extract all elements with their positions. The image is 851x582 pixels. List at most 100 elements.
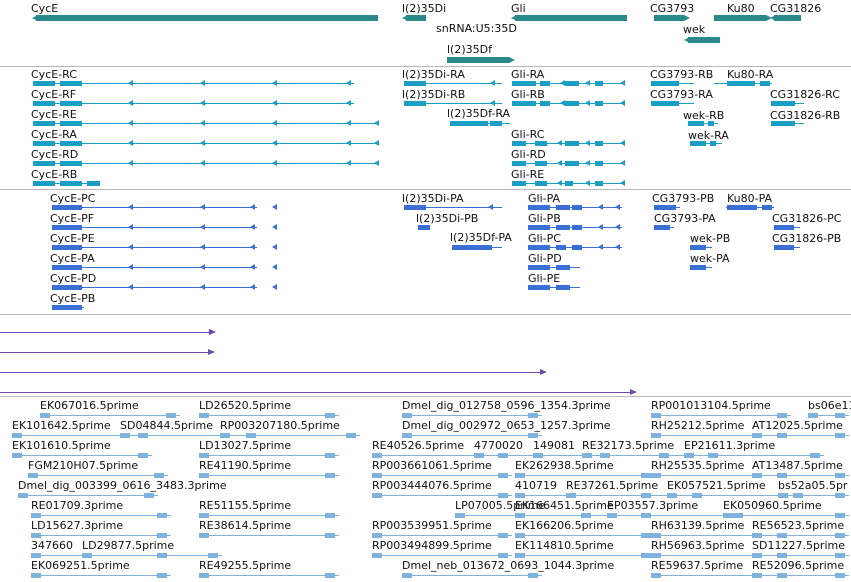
est-alignment-block[interactable] xyxy=(166,413,176,418)
protein-coding-block[interactable] xyxy=(52,265,82,270)
est-alignment-line[interactable] xyxy=(402,415,542,416)
est-alignment-block[interactable] xyxy=(684,453,694,458)
protein-label-l-2-35di-pa[interactable]: l(2)35Di-PA xyxy=(402,192,464,205)
est-alignment-block[interactable] xyxy=(157,513,167,518)
est-alignment-line[interactable] xyxy=(651,415,791,416)
est-alignment-line[interactable] xyxy=(28,475,168,476)
transcript-intron-line[interactable] xyxy=(36,143,378,144)
est-alignment-block[interactable] xyxy=(199,473,209,478)
protein-label-cyce-pc[interactable]: CycE-PC xyxy=(50,192,96,205)
est-label-4770020[interactable]: 4770020 xyxy=(474,439,523,452)
protein-label-gli-pe[interactable]: Gli-PE xyxy=(528,272,561,285)
transcript-label-gli-rc[interactable]: Gli-RC xyxy=(511,128,545,141)
est-label-ek262938-5prime[interactable]: EK262938.5prime xyxy=(515,459,614,472)
est-alignment-line[interactable] xyxy=(515,535,655,536)
est-alignment-block[interactable] xyxy=(40,413,50,418)
est-label-rp001013104-5prime[interactable]: RP001013104.5prime xyxy=(651,399,771,412)
transcript-label-wek-rb[interactable]: wek-RB xyxy=(683,109,725,122)
est-alignment-line[interactable] xyxy=(723,515,849,516)
est-alignment-line[interactable] xyxy=(752,435,849,436)
transcript-intron-line[interactable] xyxy=(692,143,722,144)
transcript-exon[interactable] xyxy=(33,181,55,186)
gene-feature-gli[interactable] xyxy=(515,15,627,21)
est-label-re52096-5prime[interactable]: RE52096.5prime xyxy=(752,559,845,572)
transcript-exon[interactable] xyxy=(60,81,82,86)
est-label-rh25535-5prime[interactable]: RH25535.5prime xyxy=(651,459,745,472)
est-alignment-line[interactable] xyxy=(566,495,706,496)
transcript-exon[interactable] xyxy=(512,161,526,166)
est-alignment-block[interactable] xyxy=(82,553,92,558)
est-label-410719[interactable]: 410719 xyxy=(515,479,557,492)
est-alignment-block[interactable] xyxy=(372,533,382,538)
gene-label-l-2-35di[interactable]: l(2)35Di xyxy=(402,2,447,15)
est-alignment-line[interactable] xyxy=(120,435,260,436)
est-alignment-line[interactable] xyxy=(31,535,171,536)
gene-label-cg31826[interactable]: CG31826 xyxy=(770,2,822,15)
est-alignment-block[interactable] xyxy=(28,473,38,478)
transcript-label-gli-re[interactable]: Gli-RE xyxy=(511,168,545,181)
est-alignment-block[interactable] xyxy=(498,473,508,478)
transcript-exon[interactable] xyxy=(595,141,603,146)
est-label-rh63139-5prime[interactable]: RH63139.5prime xyxy=(651,519,745,532)
est-label-rp003207180-5prime[interactable]: RP003207180.5prime xyxy=(220,419,340,432)
est-label-ek166451-5prime[interactable]: EK166451.5prime xyxy=(515,499,614,512)
est-alignment-block[interactable] xyxy=(372,493,382,498)
est-label-ek069251-5prime[interactable]: EK069251.5prime xyxy=(31,559,130,572)
est-label-re49255-5prime[interactable]: RE49255.5prime xyxy=(199,559,292,572)
est-alignment-block[interactable] xyxy=(641,553,651,558)
gene-label-wek[interactable]: wek xyxy=(683,23,706,36)
protein-coding-block[interactable] xyxy=(556,245,566,250)
est-label-347660[interactable]: 347660 xyxy=(31,539,73,552)
est-label-ld15627-3prime[interactable]: LD15627.3prime xyxy=(31,519,124,532)
protein-coding-block[interactable] xyxy=(774,225,794,230)
est-alignment-block[interactable] xyxy=(220,433,230,438)
gene-label-l-2-35df[interactable]: l(2)35Df xyxy=(447,43,492,56)
transcript-exon[interactable] xyxy=(565,101,579,106)
transcript-exon[interactable] xyxy=(595,101,603,106)
transcript-exon[interactable] xyxy=(595,181,603,186)
transcript-exon[interactable] xyxy=(60,141,82,146)
est-alignment-block[interactable] xyxy=(607,513,617,518)
protein-coding-block[interactable] xyxy=(556,225,570,230)
protein-coding-line[interactable] xyxy=(52,227,257,228)
est-alignment-block[interactable] xyxy=(752,533,762,538)
gene-label-cg3793[interactable]: CG3793 xyxy=(650,2,695,15)
protein-label-cg31826-pc[interactable]: CG31826-PC xyxy=(772,212,842,225)
est-label-re51155-5prime[interactable]: RE51155.5prime xyxy=(199,499,292,512)
est-label-at13487-5prime[interactable]: AT13487.5prime xyxy=(752,459,843,472)
transcript-label-l-2-35df-ra[interactable]: l(2)35Df-RA xyxy=(447,107,511,120)
protein-coding-line[interactable] xyxy=(52,247,257,248)
est-alignment-block[interactable] xyxy=(144,493,154,498)
est-alignment-block[interactable] xyxy=(31,553,41,558)
transcript-label-cyce-ra[interactable]: CycE-RA xyxy=(31,128,77,141)
est-alignment-block[interactable] xyxy=(498,553,508,558)
est-alignment-block[interactable] xyxy=(835,553,845,558)
est-alignment-block[interactable] xyxy=(515,493,525,498)
est-alignment-block[interactable] xyxy=(325,473,335,478)
est-alignment-block[interactable] xyxy=(346,433,356,438)
est-alignment-block[interactable] xyxy=(372,553,382,558)
protein-coding-block[interactable] xyxy=(556,285,570,290)
est-label-bs06e11-5[interactable]: bs06e11.5 xyxy=(808,399,851,412)
transcript-exon[interactable] xyxy=(404,101,426,106)
protein-coding-block[interactable] xyxy=(52,285,82,290)
est-alignment-line[interactable] xyxy=(651,575,791,576)
protein-coding-line[interactable] xyxy=(530,287,580,288)
est-label-ek101642-5prime[interactable]: EK101642.5prime xyxy=(12,419,111,432)
est-alignment-block[interactable] xyxy=(199,453,209,458)
est-alignment-block[interactable] xyxy=(12,453,22,458)
est-alignment-line[interactable] xyxy=(808,415,849,416)
est-alignment-block[interactable] xyxy=(651,433,661,438)
protein-coding-block[interactable] xyxy=(528,225,550,230)
est-alignment-line[interactable] xyxy=(651,435,791,436)
protein-label-gli-pb[interactable]: Gli-PB xyxy=(528,212,561,225)
transcript-intron-line[interactable] xyxy=(36,163,378,164)
est-alignment-block[interactable] xyxy=(325,453,335,458)
alignment-line[interactable] xyxy=(0,332,210,333)
est-alignment-block[interactable] xyxy=(752,553,762,558)
transcript-label-cg3793-rb[interactable]: CG3793-RB xyxy=(650,68,714,81)
transcript-intron-line[interactable] xyxy=(406,83,502,84)
est-alignment-block[interactable] xyxy=(641,473,651,478)
protein-label-cyce-pb[interactable]: CycE-PB xyxy=(50,292,96,305)
est-label-ek166206-5prime[interactable]: EK166206.5prime xyxy=(515,519,614,532)
